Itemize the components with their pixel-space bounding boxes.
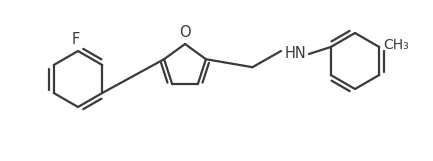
Text: F: F	[72, 32, 80, 47]
Text: CH₃: CH₃	[383, 38, 409, 52]
Text: HN: HN	[284, 46, 306, 61]
Text: O: O	[179, 25, 191, 40]
